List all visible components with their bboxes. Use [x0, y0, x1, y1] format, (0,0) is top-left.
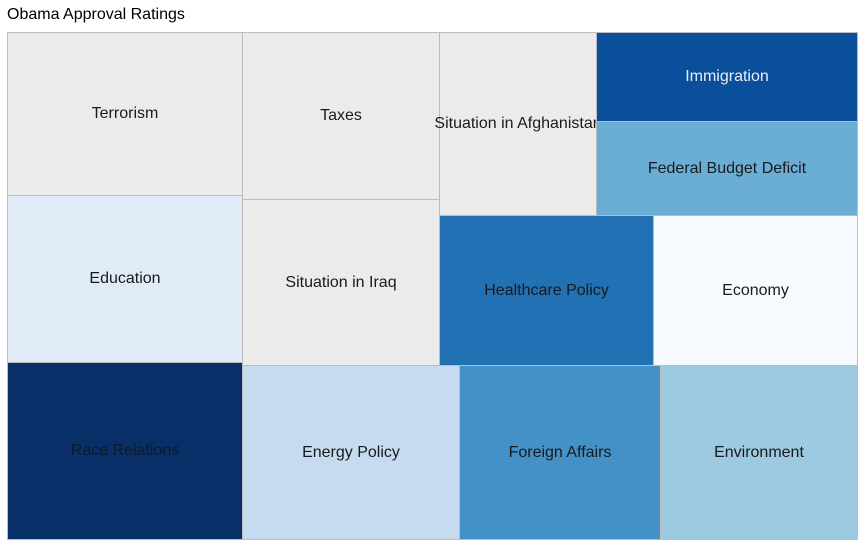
treemap-tile: Situation in Iraq [242, 199, 440, 366]
treemap-tile: Healthcare Policy [439, 215, 654, 366]
treemap-tile: Federal Budget Deficit [596, 121, 858, 217]
treemap-tile-label: Foreign Affairs [508, 443, 612, 461]
treemap-tile: Terrorism [7, 32, 243, 196]
chart-title: Obama Approval Ratings [7, 6, 185, 23]
treemap-tile-label: Environment [714, 443, 804, 461]
treemap-tile: Taxes [242, 32, 440, 200]
treemap-tile-label: Economy [722, 281, 789, 299]
treemap-tile: Energy Policy [242, 365, 460, 540]
treemap-tile: Foreign Affairs [459, 365, 661, 540]
treemap-tile: Situation in Afghanistan [434, 32, 602, 216]
treemap-tile: Immigration [596, 32, 858, 122]
treemap-tile-label: Energy Policy [302, 443, 400, 461]
treemap-tile-label: Terrorism [91, 105, 159, 122]
treemap-tile: Economy [653, 215, 858, 366]
treemap-tile: Education [7, 195, 243, 363]
treemap-tile: Environment [660, 365, 858, 540]
treemap-tile-label: Situation in Afghanistan [434, 115, 602, 132]
treemap-tile-label: Healthcare Policy [484, 281, 609, 299]
treemap-tile-label: Education [89, 270, 161, 287]
treemap-tile: Race Relations [7, 362, 243, 540]
treemap-tile-label: Race Relations [70, 442, 180, 459]
treemap-tile-label: Immigration [685, 68, 769, 85]
treemap-tile-label: Situation in Iraq [285, 273, 397, 291]
treemap-tile-label: Taxes [320, 107, 362, 124]
treemap-tile-label: Federal Budget Deficit [647, 160, 807, 177]
